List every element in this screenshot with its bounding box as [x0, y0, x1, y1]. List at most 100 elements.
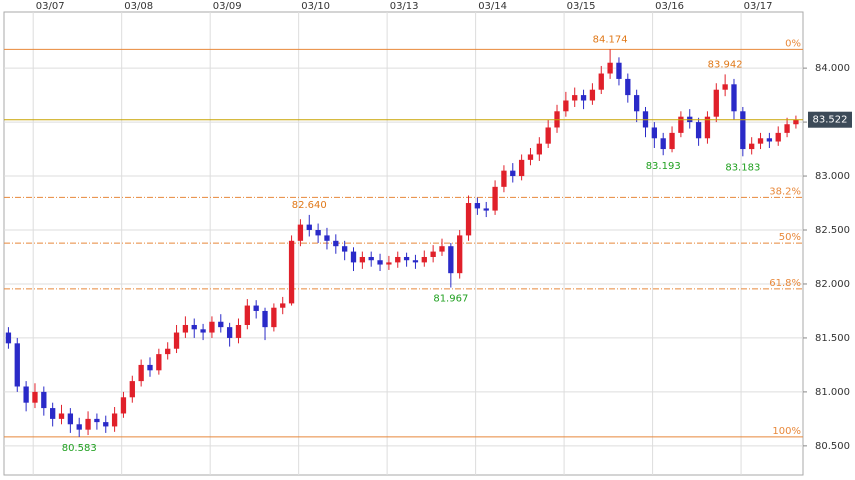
candle-body: [563, 100, 569, 112]
low-label: 83.193: [646, 161, 681, 172]
candle-body: [244, 305, 250, 325]
x-tick-label: 03/10: [301, 1, 330, 12]
low-label: 81.967: [433, 294, 468, 305]
y-tick-label: 83.000: [815, 171, 850, 182]
low-label: 80.583: [62, 443, 97, 454]
candle-body: [439, 246, 445, 252]
candle-body: [536, 143, 542, 155]
x-tick-label: 03/08: [124, 1, 153, 12]
candle-body: [501, 170, 507, 187]
candle-body: [766, 138, 773, 142]
candle-body: [625, 78, 631, 96]
candle-body: [572, 95, 578, 101]
high-label: 83.942: [708, 59, 743, 70]
candle-body: [129, 381, 135, 398]
candle-body: [50, 408, 56, 419]
candle-body: [182, 324, 189, 333]
candle-body: [412, 260, 419, 263]
candle-body: [704, 116, 711, 139]
candle-body: [342, 246, 348, 252]
candle-body: [598, 73, 604, 90]
last-price-box: [808, 111, 852, 128]
candle-body: [165, 348, 171, 355]
candle-body: [448, 246, 454, 274]
candle-body: [740, 111, 746, 150]
candle-body: [589, 89, 596, 101]
candle-body: [350, 251, 357, 263]
y-tick-label: 81.000: [815, 387, 850, 398]
candle-body: [474, 203, 481, 209]
x-tick-label: 03/09: [213, 1, 242, 12]
candle-body: [120, 397, 127, 414]
candle-body: [545, 127, 551, 144]
candle-body: [235, 324, 242, 338]
candle-body: [23, 386, 29, 403]
candle-body: [156, 354, 162, 371]
fib-label: 0%: [785, 38, 801, 49]
fib-label: 50%: [779, 232, 801, 243]
x-tick-label: 03/15: [567, 1, 596, 12]
candle-body: [5, 332, 12, 344]
candle-body: [359, 256, 366, 263]
low-label: 83.183: [725, 162, 760, 173]
candle-body: [271, 307, 277, 328]
candle-body: [173, 332, 180, 349]
candle-body: [386, 262, 392, 265]
candle-body: [147, 364, 153, 371]
candle-body: [14, 343, 20, 387]
candle-body: [67, 413, 74, 425]
candle-body: [492, 186, 498, 211]
x-tick-label: 03/16: [655, 1, 684, 12]
candle-body: [280, 303, 286, 308]
candle-body: [377, 260, 383, 265]
candle-body: [465, 203, 472, 236]
candle-body: [784, 124, 790, 133]
candle-body: [315, 230, 321, 236]
candle-body: [209, 321, 215, 333]
candle-body: [324, 235, 330, 241]
candle-body: [218, 321, 224, 328]
candle-body: [94, 418, 100, 423]
candle-body: [678, 116, 684, 133]
candle-body: [793, 119, 799, 125]
candle-body: [333, 240, 339, 247]
candle-body: [633, 95, 640, 112]
candle-body: [695, 122, 702, 139]
candle-body: [32, 391, 38, 403]
candle-body: [297, 224, 304, 241]
x-tick-label: 03/17: [744, 1, 773, 12]
candle-body: [510, 170, 516, 177]
y-tick-label: 82.500: [815, 225, 850, 236]
candle-body: [103, 422, 109, 427]
candle-body: [518, 159, 525, 177]
candle-body: [226, 327, 233, 338]
candle-body: [713, 89, 719, 117]
candle-body: [421, 256, 427, 263]
candle-body: [253, 305, 259, 311]
candle-body: [660, 138, 666, 150]
candle-body: [749, 143, 755, 150]
last-price-label: 83.522: [813, 115, 848, 126]
x-tick-label: 03/13: [390, 1, 419, 12]
candle-body: [85, 418, 91, 430]
candle-body: [138, 364, 144, 382]
candle-body: [430, 251, 436, 257]
y-tick-label: 82.000: [815, 279, 850, 290]
candle-body: [58, 413, 65, 419]
fib-label: 38.2%: [769, 186, 801, 197]
candle-body: [76, 424, 82, 430]
candle-body: [527, 154, 534, 160]
candle-body: [191, 324, 197, 330]
fib-label: 100%: [772, 426, 801, 437]
candle-body: [651, 127, 658, 139]
candle-body: [457, 235, 463, 274]
candle-body: [483, 208, 489, 211]
candle-body: [669, 132, 675, 150]
candle-body: [306, 224, 312, 231]
candle-body: [607, 62, 613, 74]
candle-body: [368, 256, 374, 261]
y-tick-label: 81.500: [815, 333, 850, 344]
candle-body: [262, 310, 268, 328]
fib-label: 61.8%: [769, 278, 801, 289]
